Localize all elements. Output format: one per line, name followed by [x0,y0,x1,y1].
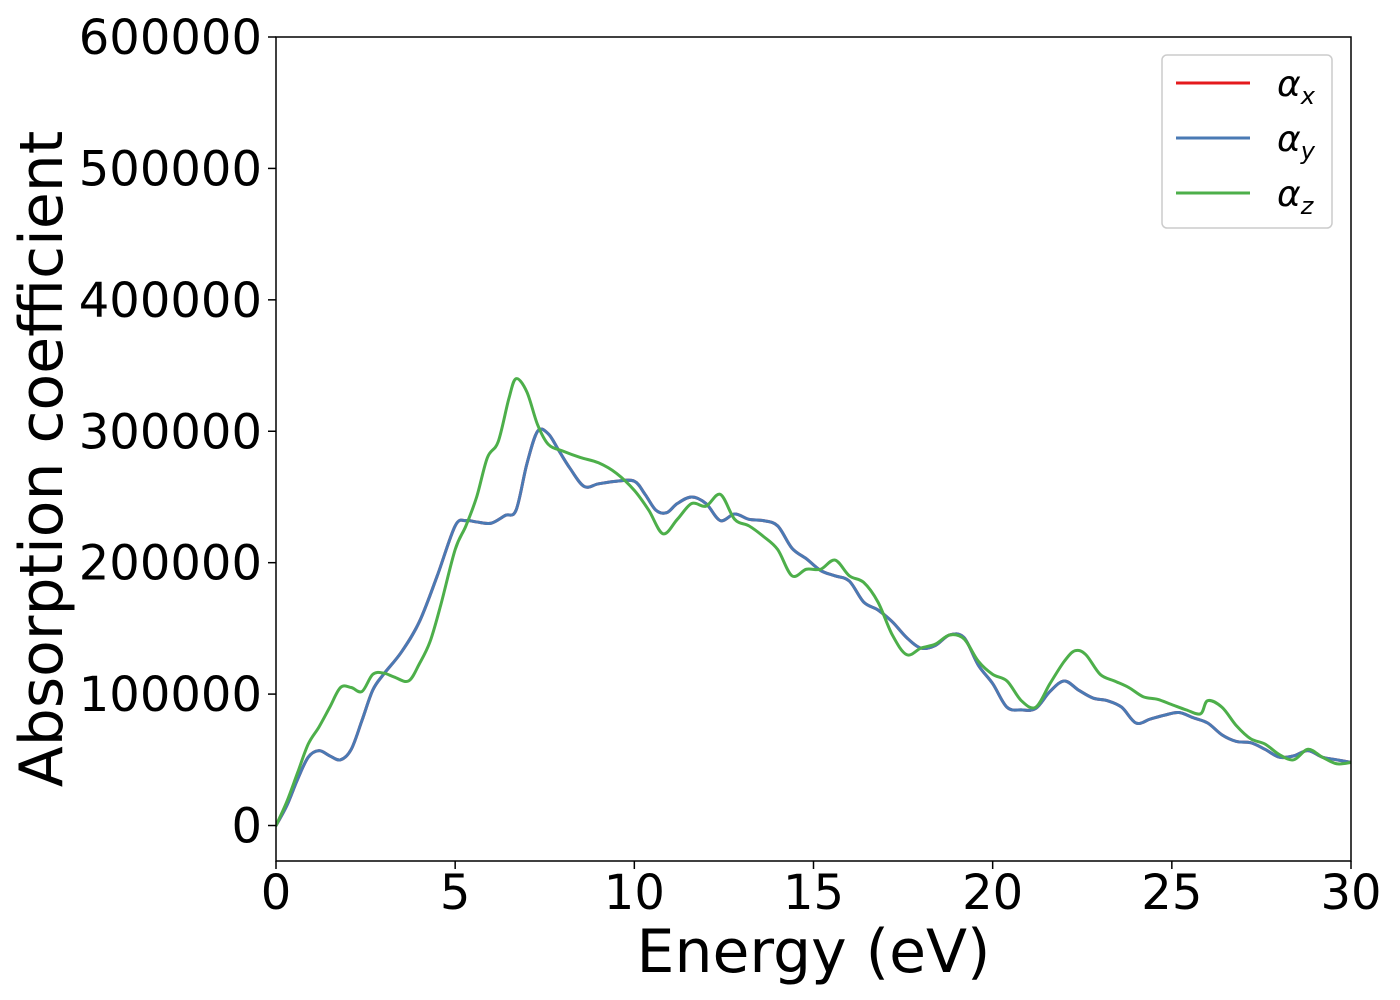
legend-label-z: αz [1277,174,1315,220]
legend-label-y: αy [1277,119,1316,165]
y-tick-label: 600000 [79,10,262,66]
legend-label-main: α [1277,119,1301,160]
y-axis: 0 100000 200000 300000 400000 500000 600000 [79,10,276,855]
y-tick-label: 100000 [79,667,262,723]
legend-label-sub: x [1300,82,1316,110]
legend-box [1161,54,1333,229]
y-tick-label: 200000 [79,536,262,592]
x-tick-label: 5 [440,865,471,921]
y-tick-label: 400000 [79,273,262,329]
y-tick-label: 500000 [79,141,262,197]
legend-label-sub: z [1300,192,1315,220]
x-axis: 0 5 10 15 20 25 30 [261,861,1382,921]
series-layer [276,377,1351,828]
y-axis-title: Absorption coefficient [7,131,77,788]
y-tick-label: 0 [231,799,262,855]
x-tick-label: 0 [261,865,292,921]
x-tick-label: 20 [962,865,1023,921]
legend-label-main: α [1277,174,1301,215]
legend-label-sub: y [1300,137,1316,165]
x-tick-label: 10 [604,865,665,921]
series-line-z [276,377,1351,828]
series-line-x [276,427,1351,828]
x-tick-label: 30 [1320,865,1381,921]
series-line-y [276,427,1351,828]
y-tick-label: 300000 [79,404,262,460]
legend-label-main: α [1277,64,1301,105]
x-tick-label: 25 [1141,865,1202,921]
x-axis-title: Energy (eV) [637,917,991,987]
x-tick-label: 15 [783,865,844,921]
legend-label-x: αx [1277,64,1316,110]
